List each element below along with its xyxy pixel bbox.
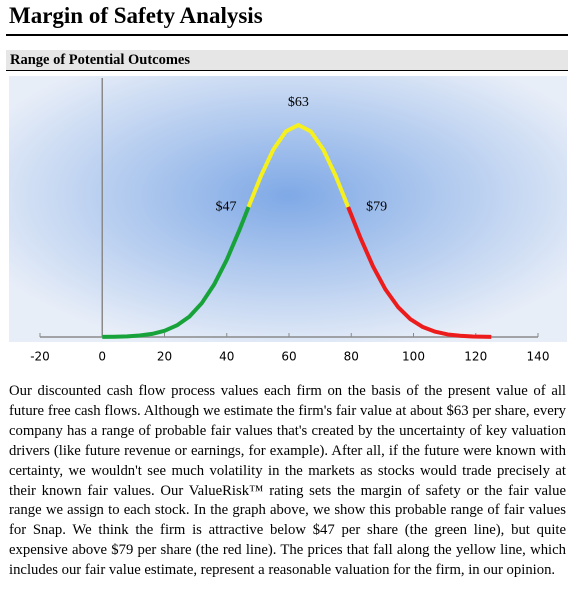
section-header: Range of Potential Outcomes: [6, 50, 568, 71]
chart: -20 0 20 40 60 80 100 120 140 $47 $63 $79: [9, 76, 567, 364]
section-title: Range of Potential Outcomes: [10, 52, 191, 68]
curve-segment: [246, 123, 350, 208]
x-tick-label: 120: [464, 350, 487, 364]
value-label: $63: [288, 95, 309, 110]
value-label: $79: [366, 199, 387, 214]
x-tick-label: 140: [527, 350, 550, 364]
x-tick-label: 60: [281, 350, 296, 364]
curve-segment: [346, 206, 492, 339]
x-tick-label: 100: [402, 350, 425, 364]
x-tick-label: -20: [30, 350, 50, 364]
value-label: $47: [216, 199, 237, 214]
curve-segment: [102, 206, 251, 339]
paragraph: Our discounted cash flow process values …: [9, 383, 566, 579]
x-tick-label: 80: [344, 350, 359, 364]
x-tick-label: 20: [157, 350, 172, 364]
title-rule: [6, 34, 568, 36]
chart-background: [9, 76, 567, 342]
page-title: Margin of Safety Analysis: [9, 3, 263, 28]
x-tick-label: 40: [219, 350, 234, 364]
x-tick-label: 0: [98, 350, 106, 364]
